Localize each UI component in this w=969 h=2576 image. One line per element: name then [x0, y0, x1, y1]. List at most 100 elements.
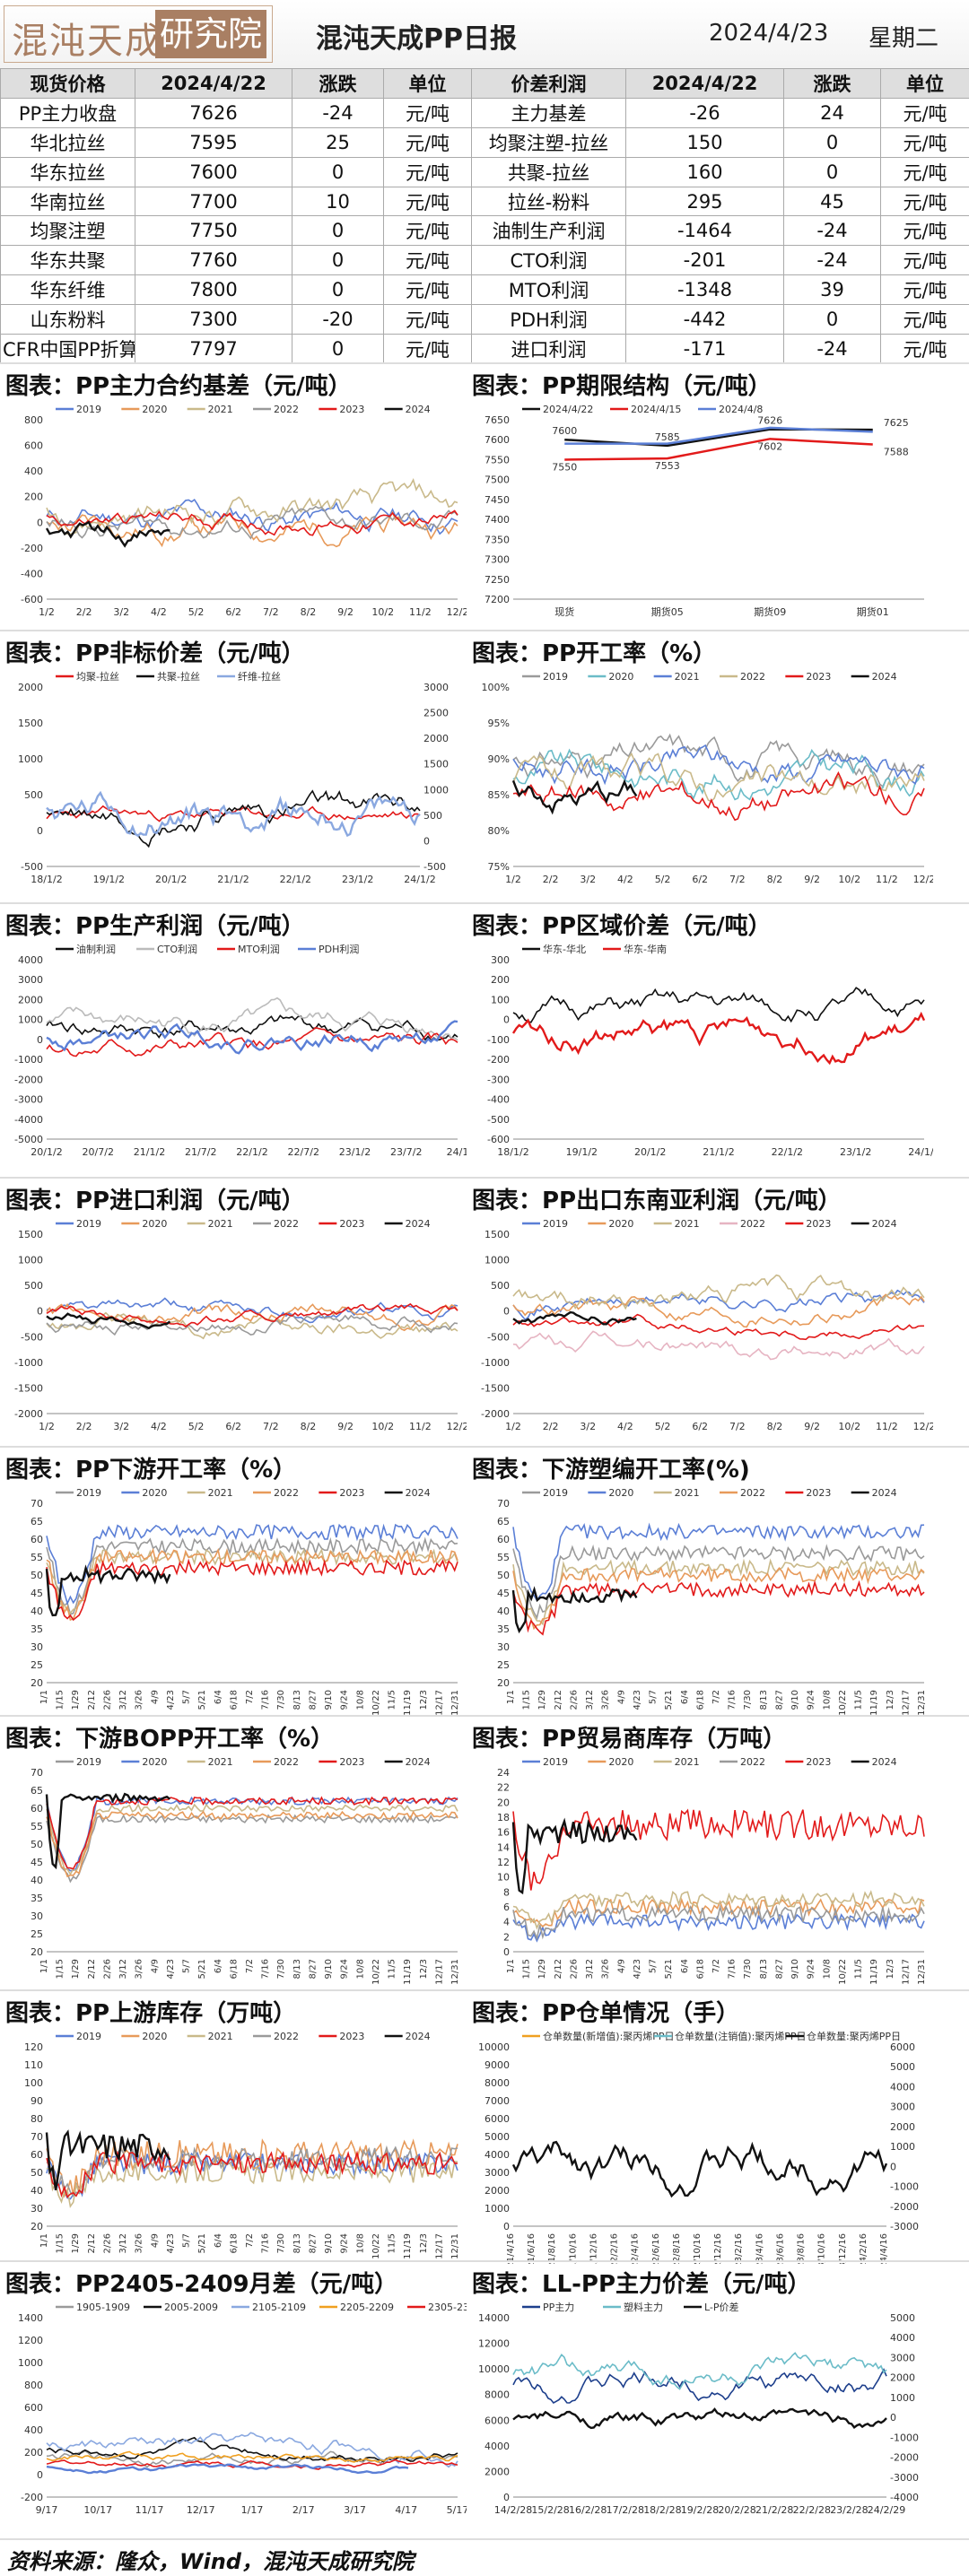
y-tick-label: 0: [37, 825, 43, 837]
chart-c5: 油制利润 CTO利润 MTO利润 PDH利润 4000 3000 2000 1000 0 -100…: [14, 943, 467, 1158]
x-tick-label: 10/2: [838, 1421, 860, 1432]
x-tick-label: 20/1/2: [155, 874, 187, 885]
series-line: [46, 1312, 171, 1330]
data-label: 7550: [552, 461, 577, 473]
chart-title: 图表：PP非标价差（元/吨）: [5, 640, 305, 667]
x-tick-label: 9/24: [807, 1959, 816, 1979]
legend-item: 2022: [253, 1218, 299, 1230]
x-tick-label: 18/2/28: [643, 2504, 681, 2516]
legend-label: 2021: [675, 1756, 700, 1768]
y-tick-label: 200: [24, 2447, 43, 2459]
y-tick-label: -100: [487, 1034, 510, 1046]
x-tick-label: 2/26: [102, 1959, 112, 1979]
series-line: [512, 752, 925, 803]
x-tick-label: 2/2: [76, 1421, 92, 1432]
y-tick-label: 1000: [18, 1255, 43, 1266]
legend-item: 2019: [56, 404, 101, 415]
x-tick-label: 8/27: [774, 1690, 784, 1710]
series-line: [512, 1890, 925, 1930]
section-divider: [0, 362, 969, 364]
x-tick-label: 1/1: [506, 1690, 516, 1704]
table-cell: PP主力收盘: [0, 97, 135, 128]
x-tick-label: 5/7: [182, 1690, 192, 1704]
y2-tick-label: 1500: [423, 759, 449, 770]
y-tick-label: -300: [487, 1074, 510, 1085]
x-tick-label: 6/18: [229, 2233, 239, 2253]
y-tick-label: 120: [24, 2041, 43, 2053]
x-tick-label: 12/17: [434, 1959, 444, 1985]
section-divider: [0, 2538, 969, 2540]
table-cell: 元/吨: [383, 334, 472, 364]
legend-label: 2022: [274, 1487, 299, 1499]
y-tick-label: 800: [24, 414, 43, 426]
legend-label: 2023: [339, 2031, 364, 2042]
y-tick-label: 18: [497, 1812, 510, 1823]
chart-c13: 2019 2020 2021 2022 2023 2024 120 110 100 90 80 70 6…: [24, 2031, 460, 2259]
x-tick-label: 12/17: [434, 1690, 444, 1716]
y-tick-label: 0: [503, 1306, 510, 1318]
x-tick-label: 8/2: [767, 1421, 783, 1432]
series-line: [46, 509, 458, 536]
table-header-cell: 现货价格: [0, 68, 135, 99]
legend-item: 2023: [319, 2031, 364, 2042]
y-tick-label: 70: [31, 2131, 43, 2143]
legend-item: 2205-2209: [319, 2302, 394, 2313]
x-tick-label: 10/22: [371, 2233, 381, 2259]
series-line: [512, 1310, 637, 1326]
chart-legend: 2019 2020 2021 2022 2023 2024: [56, 404, 431, 415]
y-tick-label: 0: [37, 1306, 43, 1318]
chart-legend: 华东-华北 华东-华南: [522, 943, 667, 955]
table-cell: 华北拉丝: [0, 126, 135, 158]
legend-item: 2024: [384, 1218, 431, 1230]
legend-item: 均聚-拉丝: [56, 670, 119, 683]
x-tick-label: 8/27: [308, 1690, 318, 1710]
table-cell: 0: [292, 274, 384, 306]
y-tick-label: 1000: [18, 753, 43, 765]
x-tick-label: 9/24: [340, 1690, 350, 1710]
x-tick-label: 9/10: [324, 1959, 334, 1979]
legend-item: 2024/4/22: [522, 404, 593, 415]
y-tick-label: 0: [503, 1946, 510, 1958]
x-tick-label: 24/2/29: [868, 2504, 905, 2516]
x-tick-label: 3/2: [580, 1421, 596, 1432]
table-cell: 元/吨: [880, 304, 969, 335]
legend-item: 2019: [56, 1218, 101, 1230]
y-tick-label: 35: [31, 1623, 43, 1635]
table-cell: CFR中国PP折算: [0, 334, 135, 364]
y-tick-label: 100: [24, 2077, 43, 2089]
table-cell: 0: [292, 245, 384, 276]
section-divider: [0, 2260, 969, 2262]
y-tick-label: 110: [24, 2059, 43, 2071]
series-line: [564, 426, 873, 445]
y-tick-label: -1500: [14, 1382, 43, 1394]
logo-text: 混沌天成: [12, 21, 162, 62]
series-line: [46, 2463, 409, 2475]
x-tick-label: 8/13: [292, 2233, 302, 2253]
x-tick-label: 23/6/16: [775, 2233, 785, 2264]
x-tick-label: 3/26: [601, 1959, 611, 1979]
x-tick-label: 11/19: [403, 1690, 413, 1716]
y-tick-label: 1500: [18, 1229, 43, 1240]
x-tick-label: 9/2: [337, 1421, 354, 1432]
x-tick-label: 5/21: [664, 1690, 674, 1710]
chart-legend: 2019 2020 2021 2022 2023 2024: [56, 1487, 431, 1499]
chart-c14: 仓单数量(新增值):聚丙烯PP日 仓单数量(注销值):聚丙烯PP日 仓单数量:聚丙烯…: [478, 2030, 919, 2264]
table-cell: 元/吨: [880, 245, 969, 276]
legend-item: 2023: [319, 1756, 364, 1768]
legend-item: 2305-2309: [407, 2302, 467, 2313]
y-tick-label: 30: [31, 1641, 43, 1653]
x-tick-label: 5/7: [649, 1959, 659, 1973]
x-tick-label: 7/30: [276, 2233, 286, 2253]
table-cell: 共聚-拉丝: [471, 156, 626, 187]
company-logo: 混沌天成 研究院: [4, 5, 273, 63]
x-tick-label: 1/1: [506, 1959, 516, 1973]
report-title: 混沌天成PP日报: [316, 23, 517, 55]
chart-c11: 2019 2020 2021 2022 2023 2024 70 65 60 55 50 45 40 35…: [31, 1756, 460, 1985]
legend-item: 塑料主力: [603, 2301, 663, 2313]
x-tick-label: 11/5: [388, 1690, 397, 1710]
legend-label: 2024: [872, 1218, 897, 1230]
series-line: [511, 1817, 638, 1895]
x-tick-label: 1/2: [505, 1421, 521, 1432]
x-tick-label: 3/26: [601, 1690, 611, 1710]
y-tick-label: 0: [503, 2221, 510, 2232]
